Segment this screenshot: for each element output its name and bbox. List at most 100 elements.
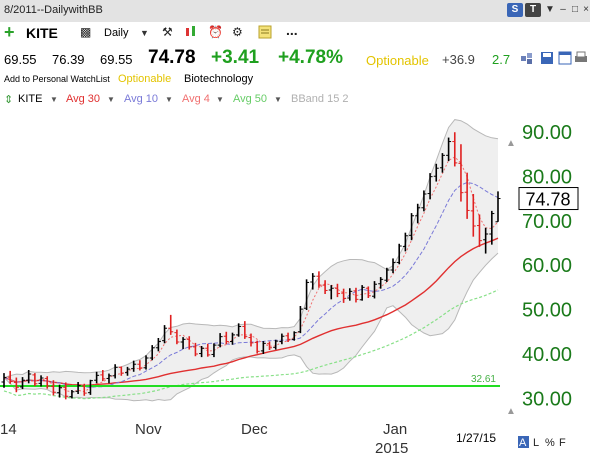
ohlc-bar bbox=[211, 343, 217, 358]
ohlc-bar bbox=[285, 332, 291, 342]
dropdown-icon[interactable]: ▼ bbox=[545, 4, 555, 15]
legend-symbol[interactable]: KITE bbox=[18, 93, 43, 105]
symbol-lookup-icon[interactable]: ▩ bbox=[80, 25, 92, 39]
ohlc-bar bbox=[489, 210, 495, 245]
ohlc-bar bbox=[186, 336, 192, 350]
ohlc-bar bbox=[267, 341, 273, 350]
more-menu-button[interactable]: ... bbox=[286, 22, 298, 38]
ohlc-bar bbox=[470, 194, 476, 237]
scroll-down-arrow-icon[interactable]: ▲ bbox=[506, 406, 516, 417]
candlestick-icon[interactable] bbox=[184, 25, 198, 42]
window-icon[interactable] bbox=[558, 51, 572, 65]
ohlc-bar bbox=[168, 314, 174, 335]
industry-label: Biotechnology bbox=[184, 73, 254, 85]
ohlc-bar bbox=[378, 277, 384, 289]
legend-avg50[interactable]: Avg 50 bbox=[233, 93, 268, 105]
ohlc-bar bbox=[421, 190, 427, 212]
maximize-icon[interactable]: □ bbox=[571, 4, 579, 15]
x-tick-label: 14 bbox=[0, 421, 17, 438]
ohlc-bar bbox=[162, 325, 168, 344]
date-label: 1/27/15 bbox=[456, 431, 496, 445]
ohlc-bar bbox=[483, 227, 489, 254]
note-icon[interactable] bbox=[258, 25, 272, 42]
ohlc-bar bbox=[384, 267, 390, 282]
period-dropdown-icon[interactable]: ▼ bbox=[140, 28, 149, 38]
legend-avg10-dropdown-icon[interactable]: ▼ bbox=[165, 95, 173, 104]
print-icon[interactable] bbox=[574, 51, 588, 65]
ohlc-bar bbox=[390, 258, 396, 274]
window-title: 8/2011--DailywithBB bbox=[4, 4, 103, 16]
add-to-watchlist-link[interactable]: Add to Personal WatchList bbox=[4, 74, 110, 84]
ohlc-bar bbox=[149, 345, 155, 361]
add-plus-icon[interactable]: + bbox=[4, 22, 15, 42]
footer-button[interactable]: L bbox=[533, 437, 539, 449]
ohlc-bar bbox=[291, 331, 297, 341]
ohlc-bar bbox=[396, 243, 402, 265]
ohlc-bar bbox=[236, 323, 242, 337]
legend-bband[interactable]: BBand 15 2 bbox=[291, 93, 349, 105]
x-tick-label: Jan bbox=[383, 421, 407, 438]
ohlc-bar bbox=[279, 333, 285, 345]
alarm-clock-icon[interactable]: ⏰ bbox=[208, 25, 223, 39]
legend-avg30[interactable]: Avg 30 bbox=[66, 93, 101, 105]
ohlc-bar bbox=[273, 339, 279, 350]
ohlc-bar bbox=[254, 340, 260, 354]
ohlc-bar bbox=[81, 383, 87, 396]
ohlc-bar bbox=[87, 379, 93, 395]
ohlc-bar bbox=[174, 329, 180, 345]
ohlc-bar bbox=[106, 373, 112, 384]
x-tick-label: Dec bbox=[241, 421, 268, 438]
ohlc-bar bbox=[427, 173, 433, 200]
close-icon[interactable]: × bbox=[583, 4, 589, 15]
ohlc-bar bbox=[118, 366, 124, 376]
last-price-box bbox=[518, 187, 579, 211]
legend-avg10[interactable]: Avg 10 bbox=[124, 93, 159, 105]
ohlc-bar bbox=[409, 213, 415, 241]
y-tick-label: 30.00 bbox=[522, 389, 572, 411]
quote-low: 69.55 bbox=[100, 52, 133, 67]
ohlc-bar bbox=[458, 144, 464, 202]
minimize-icon[interactable]: – bbox=[560, 4, 566, 15]
ohlc-bar bbox=[260, 341, 266, 354]
bars-layer bbox=[1, 132, 501, 400]
cubes-icon[interactable] bbox=[520, 51, 534, 65]
save-icon[interactable] bbox=[540, 51, 554, 65]
ohlc-bar bbox=[316, 271, 322, 288]
ohlc-bar bbox=[192, 342, 198, 357]
settings-icon[interactable]: ⚙ bbox=[232, 25, 243, 39]
ohlc-bar bbox=[359, 285, 365, 301]
bband-layer bbox=[3, 119, 499, 402]
legend-avg4[interactable]: Avg 4 bbox=[182, 93, 210, 105]
toolbar: + KITE ▩ Daily ▼ ⚒ ⏰ ⚙ ... bbox=[0, 22, 590, 44]
legend-symbol-dropdown-icon[interactable]: ▼ bbox=[50, 95, 58, 104]
bband-upper-line bbox=[3, 119, 499, 379]
y-tick-label: 70.00 bbox=[522, 211, 572, 233]
ohlc-bar bbox=[334, 283, 340, 298]
symbol-field[interactable]: KITE bbox=[26, 25, 58, 41]
legend-avg50-dropdown-icon[interactable]: ▼ bbox=[274, 95, 282, 104]
ohlc-bar bbox=[180, 337, 186, 350]
avg4-line bbox=[3, 156, 499, 393]
footer-button[interactable]: % bbox=[545, 437, 555, 449]
ohlc-bar bbox=[476, 214, 482, 247]
scroll-up-arrow-icon[interactable]: ▲ bbox=[506, 138, 516, 149]
legend-expand-icon[interactable]: ⇕ bbox=[4, 94, 14, 106]
y-tick-label: 40.00 bbox=[522, 344, 572, 366]
quote-last: 74.78 bbox=[148, 47, 196, 68]
ohlc-bar bbox=[242, 321, 248, 339]
legend-avg30-dropdown-icon[interactable]: ▼ bbox=[107, 95, 115, 104]
tools-icon[interactable]: ⚒ bbox=[162, 25, 173, 39]
footer-button[interactable]: F bbox=[559, 437, 566, 449]
s-button[interactable]: S bbox=[507, 3, 523, 17]
y-axis: 90.00 80.00 70.00 60.00 50.00 40.00 30.00 74.78… bbox=[506, 122, 579, 417]
ohlc-bar bbox=[13, 377, 19, 393]
ohlc-bar bbox=[112, 364, 118, 379]
t-button[interactable]: T bbox=[525, 3, 541, 17]
legend-avg4-dropdown-icon[interactable]: ▼ bbox=[216, 95, 224, 104]
ohlc-bar bbox=[44, 376, 50, 389]
period-select[interactable]: Daily bbox=[104, 27, 129, 39]
ohlc-bar bbox=[26, 370, 32, 384]
footer-button[interactable]: A bbox=[519, 437, 527, 449]
ohlc-bar bbox=[217, 333, 223, 348]
